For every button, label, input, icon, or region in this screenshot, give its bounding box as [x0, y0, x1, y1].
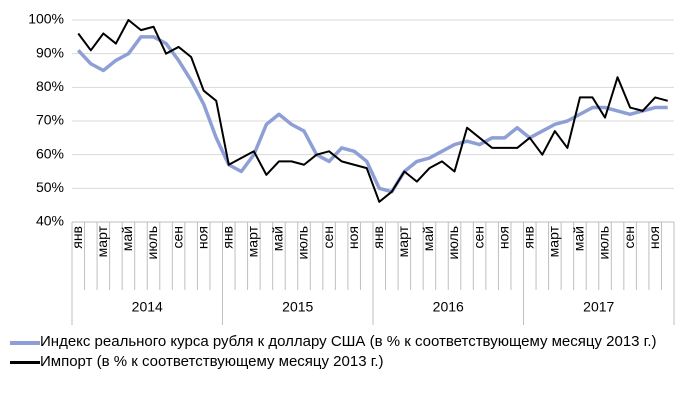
- y-tick-label: 70%: [36, 112, 64, 128]
- x-tick-label: май: [571, 226, 587, 251]
- legend-item: Индекс реального курса рубля к доллару С…: [4, 332, 674, 352]
- group-label: 2015: [282, 299, 313, 315]
- x-tick-label: янв: [69, 226, 85, 249]
- x-tick-label: март: [395, 225, 411, 257]
- chart: 40%50%60%70%80%90%100%янв март май июль сен н…: [28, 11, 675, 325]
- legend-label: Индекс реального курса рубля к доллару С…: [40, 333, 657, 350]
- x-tick-label: май: [420, 226, 436, 251]
- y-tick-label: 60%: [36, 145, 64, 161]
- x-tick-label: ноя: [345, 226, 361, 249]
- legend-swatch: [10, 341, 40, 345]
- y-tick-label: 40%: [36, 213, 64, 229]
- x-tick-label: март: [94, 225, 110, 257]
- y-tick-label: 100%: [28, 11, 64, 27]
- x-tick-label: май: [270, 226, 286, 251]
- group-label: 2014: [132, 299, 163, 315]
- x-tick-label: янв: [370, 226, 386, 249]
- y-tick-label: 80%: [36, 78, 64, 94]
- x-tick-label: июль: [445, 226, 461, 259]
- x-tick-label: март: [245, 225, 261, 257]
- x-tick-label: март: [546, 225, 562, 257]
- group-label: 2017: [583, 299, 614, 315]
- x-tick-label: ноя: [194, 226, 210, 249]
- x-tick-label: сен: [470, 226, 486, 249]
- x-tick-label: июль: [295, 226, 311, 259]
- x-tick-label: янв: [219, 226, 235, 249]
- x-tick-label: ноя: [495, 226, 511, 249]
- series-line: [76, 35, 668, 194]
- legend: Индекс реального курса рубля к доллару С…: [4, 332, 674, 372]
- y-tick-label: 50%: [36, 179, 64, 195]
- x-tick-label: май: [119, 226, 135, 251]
- x-tick-label: сен: [320, 226, 336, 249]
- series-line: [77, 19, 668, 203]
- x-tick-label: янв: [520, 226, 536, 249]
- legend-item: Импорт (в % к соответствующему месяцу 20…: [4, 352, 674, 372]
- x-tick-label: ноя: [646, 226, 662, 249]
- group-label: 2016: [433, 299, 464, 315]
- x-tick-label: июль: [144, 226, 160, 259]
- y-tick-label: 90%: [36, 44, 64, 60]
- x-tick-label: сен: [169, 226, 185, 249]
- x-tick-label: июль: [596, 226, 612, 259]
- x-tick-label: сен: [621, 226, 637, 249]
- legend-label: Импорт (в % к соответствующему месяцу 20…: [40, 353, 384, 370]
- legend-swatch: [10, 361, 40, 364]
